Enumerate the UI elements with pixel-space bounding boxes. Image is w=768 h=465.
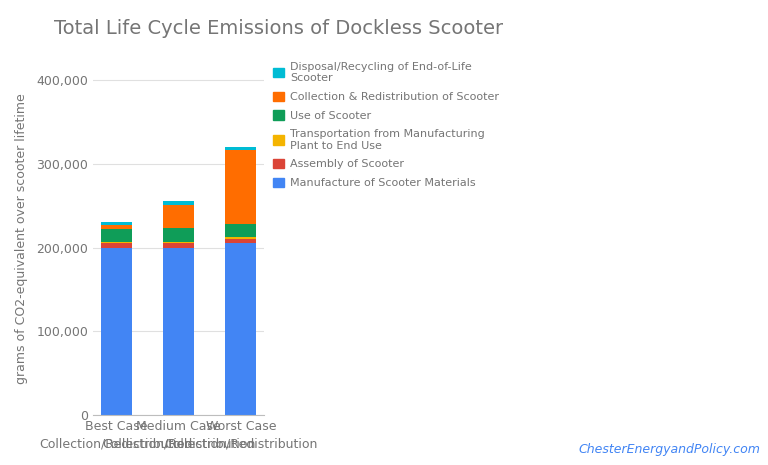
Bar (163, 205, 194, 228)
Bar (163, 242, 194, 243)
Bar (101, 243, 132, 247)
Text: Total Life Cycle Emissions of Dockless Scooter: Total Life Cycle Emissions of Dockless S… (54, 19, 503, 38)
Bar (225, 224, 257, 238)
Bar (225, 239, 257, 243)
Legend: Disposal/Recycling of End-of-Life
Scooter, Collection & Redistribution of Scoote: Disposal/Recycling of End-of-Life Scoote… (273, 62, 498, 188)
Bar (163, 228, 194, 242)
Bar (225, 150, 257, 224)
Bar (225, 147, 257, 150)
Bar (163, 247, 194, 415)
Bar (163, 201, 194, 205)
Bar (101, 242, 132, 243)
Bar (101, 221, 132, 225)
Text: ChesterEnergyandPolicy.com: ChesterEnergyandPolicy.com (578, 443, 760, 456)
Y-axis label: grams of CO2-equivalent over scooter lifetime: grams of CO2-equivalent over scooter lif… (15, 94, 28, 385)
Bar (225, 243, 257, 415)
Bar (101, 247, 132, 415)
Bar (225, 238, 257, 239)
Bar (163, 243, 194, 247)
Bar (101, 225, 132, 229)
Bar (101, 229, 132, 242)
